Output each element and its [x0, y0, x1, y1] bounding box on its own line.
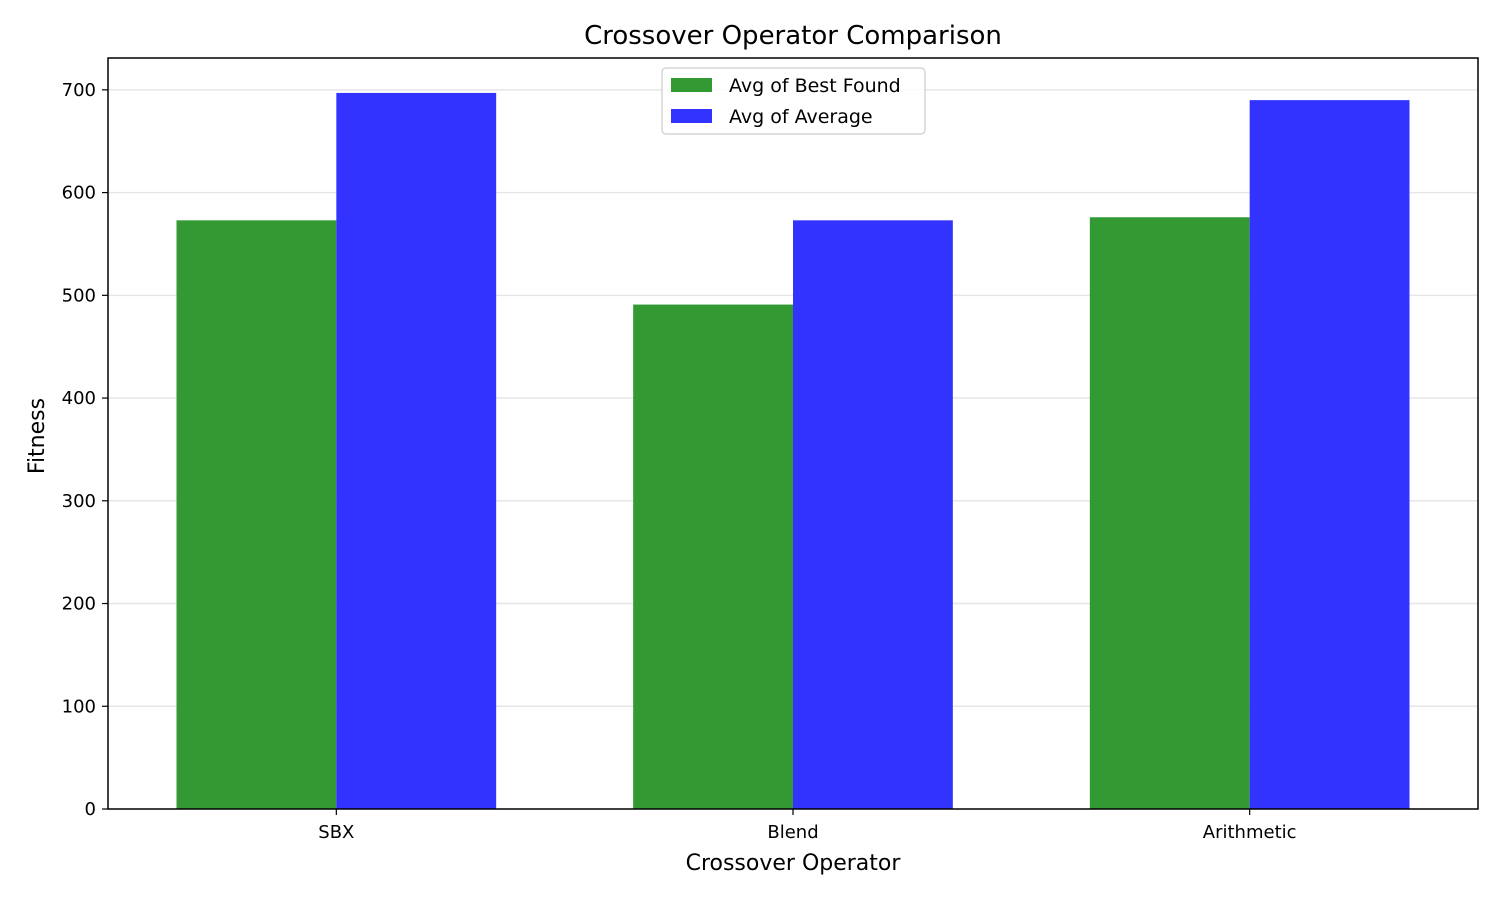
y-tick-label: 0 [85, 799, 96, 820]
y-axis-title: Fitness [25, 398, 50, 474]
bar-arithmetic-series-2 [1249, 100, 1410, 809]
legend-box [661, 67, 926, 135]
chart-title: Crossover Operator Comparison [584, 21, 1002, 51]
x-tick-label: SBX [318, 822, 354, 843]
x-axis-title: Crossover Operator [686, 851, 902, 876]
bar-arithmetic-series-1 [1089, 217, 1250, 809]
bars [176, 92, 1410, 809]
bar-sbx-series-2 [336, 92, 497, 809]
y-tick-label: 100 [62, 696, 96, 717]
axes: 0 100 200 300 400 500 600 700 SBX Blend Arithmetic [62, 57, 1479, 843]
legend-label: Avg of Best Found [729, 75, 901, 97]
y-tick-label: 300 [62, 491, 96, 512]
bar-blend-series-1 [633, 304, 793, 809]
y-tick-label: 600 [62, 183, 96, 204]
y-tick-label: 500 [62, 285, 96, 306]
x-tick-label: Arithmetic [1203, 822, 1297, 843]
bar-sbx-series-1 [176, 220, 337, 809]
legend-swatch [671, 109, 712, 123]
y-tick-label: 400 [62, 388, 96, 409]
legend-label: Avg of Average [729, 106, 873, 128]
legend: Avg of Best Found Avg of Average [661, 67, 926, 135]
x-tick-label: Blend [767, 822, 818, 843]
bar-blend-series-2 [793, 220, 953, 809]
legend-swatch [671, 78, 712, 92]
plot-frame [107, 57, 1479, 810]
y-tick-label: 700 [62, 80, 96, 101]
y-tick-label: 200 [62, 594, 96, 615]
